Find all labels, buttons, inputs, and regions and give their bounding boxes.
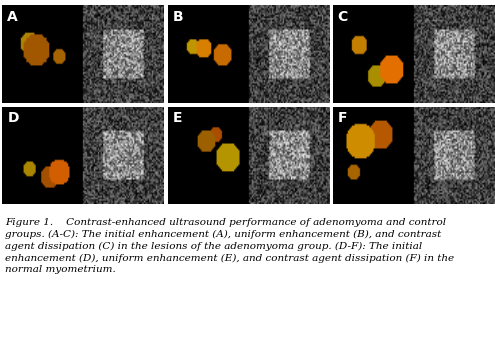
Text: F: F	[338, 111, 347, 126]
Text: C: C	[338, 10, 348, 24]
Text: Figure 1.    Contrast-enhanced ultrasound performance of adenomyoma and control
: Figure 1. Contrast-enhanced ultrasound p…	[5, 218, 454, 274]
Text: A: A	[7, 10, 18, 24]
Text: E: E	[172, 111, 182, 126]
Text: D: D	[7, 111, 19, 126]
Text: B: B	[172, 10, 183, 24]
